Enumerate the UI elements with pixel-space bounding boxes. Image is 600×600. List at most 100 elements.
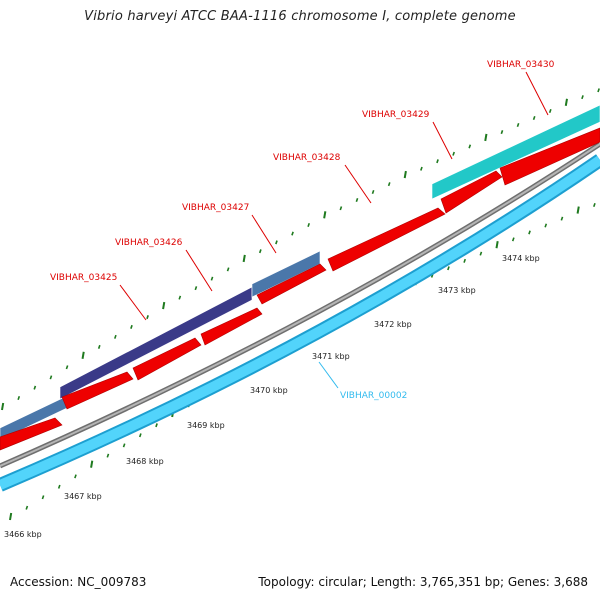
outer-tick (291, 231, 294, 236)
inner-tick (57, 484, 61, 489)
gene-label[interactable]: VIBHAR_03430 (487, 60, 555, 70)
kbp-label: 3469 kbp (187, 421, 225, 430)
gene-label-leader (251, 214, 277, 254)
gene-label-leader (318, 361, 339, 389)
outer-tick (65, 365, 69, 370)
outer-tick (420, 166, 423, 171)
inner-tick (41, 495, 45, 500)
outer-tick (114, 334, 117, 339)
gene-label-leader (344, 164, 372, 204)
outer-tick (17, 395, 21, 400)
outer-tick (242, 254, 246, 263)
outer-tick (597, 88, 600, 93)
gene-label-leader (185, 249, 213, 292)
forward-cds[interactable] (256, 263, 327, 305)
outer-tick (275, 240, 278, 245)
outer-tick (436, 159, 439, 164)
forward-cds[interactable] (499, 127, 600, 186)
outer-tick (339, 206, 343, 211)
outer-tick (226, 267, 230, 272)
gene-label[interactable]: VIBHAR_03429 (362, 110, 430, 120)
outer-tick (452, 151, 455, 156)
outer-tick (146, 315, 149, 320)
chromosome-backbone-highlight (0, 143, 600, 467)
forward-cds[interactable] (440, 170, 503, 214)
feature-layer (0, 104, 600, 441)
forward-cds[interactable] (327, 207, 446, 272)
kbp-label-layer: 3466 kbp 3467 kbp 3468 kbp 3469 kbp 3470 kbp… (4, 254, 540, 539)
kbp-label: 3472 kbp (374, 320, 412, 329)
cds-vibhar-00002-highlight (0, 155, 600, 490)
inner-tick (463, 258, 467, 263)
outer-tick (130, 324, 133, 329)
outer-tick (387, 182, 391, 187)
gene-label[interactable]: VIBHAR_03426 (115, 238, 183, 248)
outer-tick (210, 276, 214, 281)
outer-tick (258, 249, 262, 254)
outer-tick (1, 402, 5, 411)
outer-tick (548, 108, 552, 114)
forward-cds[interactable] (61, 371, 134, 410)
outer-tick (194, 286, 198, 291)
gene-label-leader (119, 284, 147, 321)
kbp-label: 3470 kbp (250, 386, 288, 395)
genome-summary-text: Topology: circular; Length: 3,765,351 bp… (258, 575, 588, 589)
inner-tick (106, 453, 110, 458)
forward-cds[interactable] (0, 417, 63, 451)
inner-tick (560, 216, 564, 221)
outer-tick (323, 211, 327, 219)
forward-cds[interactable] (132, 337, 202, 381)
kbp-label: 3473 kbp (438, 286, 476, 295)
inner-tick (544, 223, 548, 228)
inner-tick (495, 241, 499, 249)
inner-tick (576, 206, 580, 214)
inner-tick (25, 505, 29, 510)
map-title: Vibrio harveyi ATCC BAA-1116 chromosome … (84, 9, 516, 24)
outer-tick (484, 133, 488, 142)
feature-teal[interactable] (431, 104, 600, 200)
outer-tick (371, 190, 375, 195)
outer-tick (178, 295, 182, 300)
kbp-label: 3466 kbp (4, 530, 42, 539)
kbp-label: 3471 kbp (312, 352, 350, 361)
inner-tick (528, 230, 531, 235)
gene-label-layer: VIBHAR_03425 VIBHAR_03426 VIBHAR_03427 VIBH… (50, 60, 555, 401)
forward-cds[interactable] (200, 307, 263, 346)
outer-tick (468, 144, 472, 149)
kbp-label: 3467 kbp (64, 492, 102, 501)
gene-label[interactable]: VIBHAR_00002 (340, 391, 407, 401)
inner-tick (447, 266, 450, 271)
outer-minor-ticks (1, 88, 600, 411)
gene-label[interactable]: VIBHAR_03425 (50, 273, 117, 283)
gene-label[interactable]: VIBHAR_03428 (273, 153, 341, 163)
inner-tick (9, 512, 13, 521)
outer-tick (564, 98, 568, 106)
gene-label-leader (525, 71, 549, 116)
inner-tick (155, 423, 158, 428)
inner-tick (122, 443, 126, 448)
outer-tick (81, 351, 85, 359)
kbp-label: 3474 kbp (502, 254, 540, 263)
gene-label-leader (432, 121, 453, 160)
gene-label[interactable]: VIBHAR_03427 (182, 203, 249, 213)
inner-tick (90, 460, 94, 468)
accession-text: Accession: NC_009783 (10, 575, 147, 589)
inner-tick (593, 203, 596, 208)
feature-navy[interactable] (59, 286, 253, 400)
outer-tick (581, 95, 584, 100)
inner-tick (511, 237, 515, 242)
outer-tick (403, 170, 407, 179)
outer-tick (355, 198, 359, 203)
outer-tick (33, 385, 37, 390)
inner-tick (138, 433, 142, 438)
outer-tick (49, 375, 53, 380)
chromosome-backbone (0, 141, 600, 469)
inner-minor-ticks (9, 203, 596, 521)
outer-tick (97, 344, 101, 349)
inner-tick (74, 474, 77, 479)
outer-tick (307, 222, 311, 227)
forward-cds-layer (0, 127, 600, 451)
kbp-label: 3468 kbp (126, 457, 164, 466)
outer-tick (162, 301, 166, 310)
